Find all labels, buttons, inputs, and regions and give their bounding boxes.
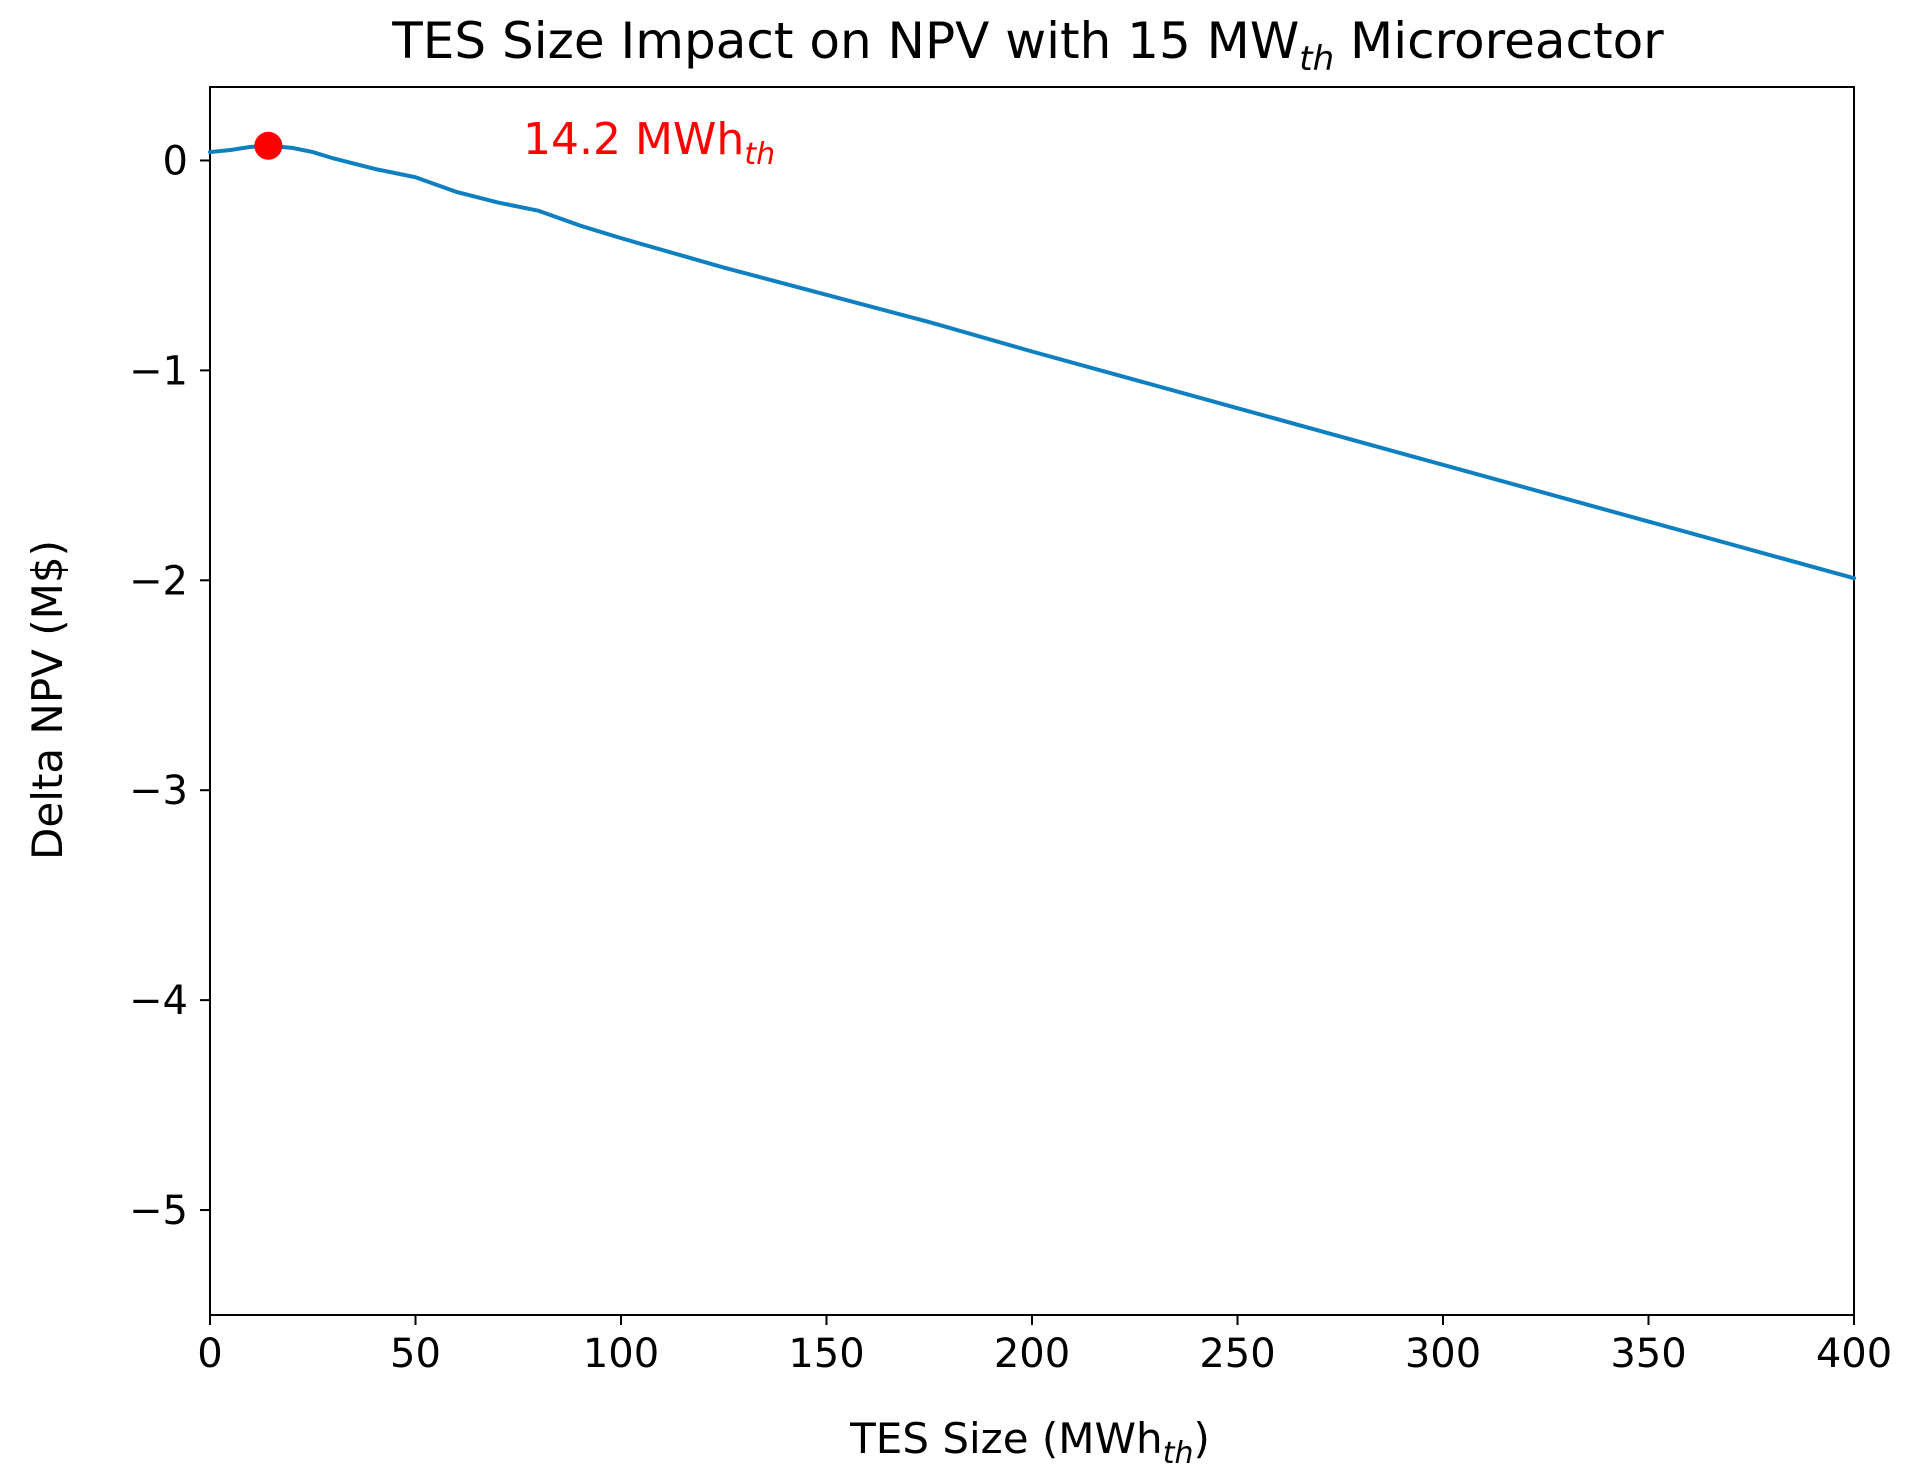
chart-title-tail: Microreactor (1334, 12, 1664, 70)
y-axis-label: Delta NPV (M$) (23, 540, 72, 860)
x-tick-label: 350 (1610, 1331, 1686, 1377)
x-axis-label-main: TES Size (MWh (849, 1414, 1163, 1463)
plot-frame (209, 86, 1855, 1316)
chart-title-main: TES Size Impact on NPV with 15 MW (391, 12, 1299, 70)
y-tick-label: −4 (129, 978, 188, 1024)
y-tick-label: 0 (163, 138, 188, 184)
y-tick-label: −5 (129, 1188, 188, 1234)
x-axis: 0 50 100 150 200 250 300 350 400 (197, 1315, 1892, 1377)
optimum-label: 14.2 MWhth (523, 114, 775, 172)
x-tick-label: 100 (583, 1331, 659, 1377)
chart-title: TES Size Impact on NPV with 15 MWth Micr… (391, 12, 1664, 79)
x-axis-label: TES Size (MWhth) (849, 1414, 1210, 1471)
x-tick-label: 250 (1199, 1331, 1275, 1377)
optimum-label-subscript: th (744, 137, 775, 172)
chart-title-subscript: th (1299, 39, 1334, 79)
optimum-marker (254, 131, 283, 160)
annotation-group: 14.2 MWhth (254, 114, 775, 172)
x-tick-label: 50 (390, 1331, 441, 1377)
x-tick-label: 400 (1816, 1331, 1892, 1377)
x-axis-label-tail: ) (1193, 1414, 1209, 1463)
y-tick-label: −1 (129, 348, 188, 394)
x-tick-label: 200 (994, 1331, 1070, 1377)
y-tick-label: −3 (129, 768, 188, 814)
optimum-label-main: 14.2 MWh (523, 114, 744, 165)
y-axis: 0 −1 −2 −3 −4 −5 (129, 138, 210, 1234)
x-tick-label: 150 (788, 1331, 864, 1377)
x-tick-label: 0 (197, 1331, 222, 1377)
y-tick-label: −2 (129, 558, 188, 604)
x-tick-label: 300 (1405, 1331, 1481, 1377)
plot-area: 0 50 100 150 200 250 300 350 400 0 −1 −2 −3 −4 −5 14.… (129, 86, 1892, 1377)
x-axis-label-subscript: th (1163, 1436, 1194, 1471)
